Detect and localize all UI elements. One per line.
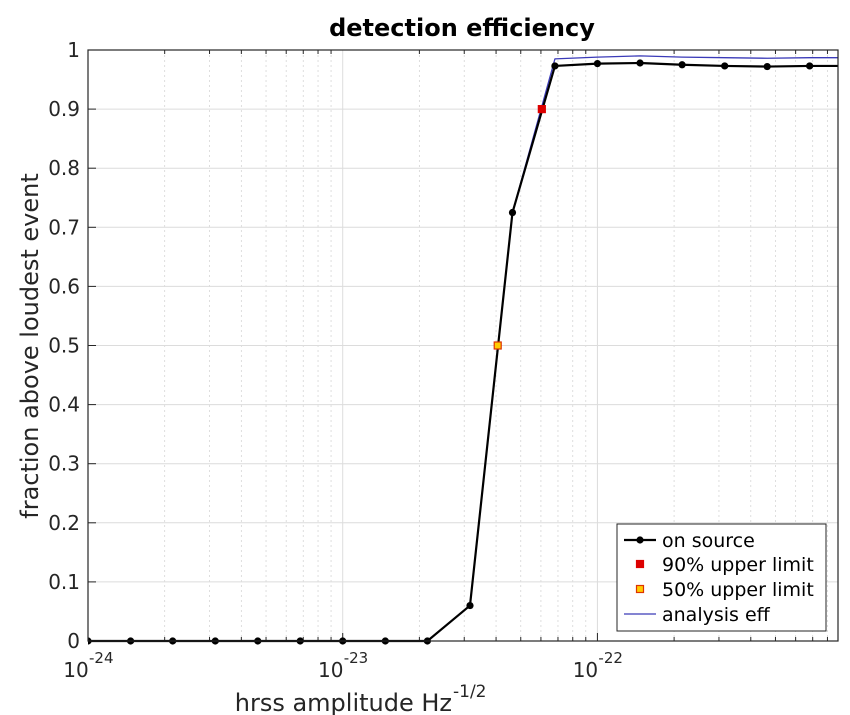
y-tick-label: 0.7 bbox=[48, 215, 80, 239]
legend-label: 50% upper limit bbox=[662, 579, 814, 601]
y-tick-label: 0 bbox=[67, 629, 80, 653]
on-source-point bbox=[636, 59, 644, 67]
50-upper-limit-marker bbox=[493, 341, 502, 350]
series-markers bbox=[88, 59, 814, 645]
on-source-point bbox=[763, 62, 771, 71]
chart-title: detection efficiency bbox=[329, 14, 595, 42]
legend-marker-on-source bbox=[636, 536, 644, 544]
on-source-point bbox=[466, 601, 474, 610]
90-upper-limit-marker bbox=[537, 104, 546, 114]
y-tick-label: 1 bbox=[67, 38, 80, 62]
legend-box bbox=[616, 523, 827, 632]
x-tick-label: 10 bbox=[318, 658, 343, 682]
y-tick-label: 0.6 bbox=[48, 274, 80, 298]
x-tick-exponent: -23 bbox=[344, 649, 369, 667]
x-tick-exponent: -24 bbox=[89, 649, 114, 667]
x-axis-label-exponent: -1/2 bbox=[453, 682, 487, 702]
x-tick-label: 10 bbox=[573, 658, 598, 682]
on-source-point bbox=[678, 61, 686, 69]
legend-label: analysis eff bbox=[662, 604, 771, 626]
legend-label: 90% upper limit bbox=[662, 554, 814, 576]
on-source-point bbox=[508, 208, 517, 217]
plot-frame bbox=[87, 49, 839, 642]
y-tick-labels: 0 0.1 0.2 0.3 0.4 0.5 0.6 0.7 0.8 0.9 1 bbox=[48, 38, 80, 653]
y-tick-label: 0.9 bbox=[48, 97, 80, 121]
x-tick-exponent: -22 bbox=[598, 649, 623, 667]
x-tick-label: 10 bbox=[63, 658, 88, 682]
on-source-point bbox=[551, 62, 559, 70]
y-tick-label: 0.4 bbox=[48, 393, 80, 417]
legend-marker bbox=[635, 584, 645, 594]
y-axis-label: fraction above loudest event bbox=[16, 173, 44, 519]
y-tick-label: 0.8 bbox=[48, 156, 80, 180]
y-tick-label: 0.2 bbox=[48, 511, 80, 535]
on-source-point bbox=[593, 59, 602, 68]
on-source-point bbox=[806, 62, 814, 70]
y-tick-label: 0.5 bbox=[48, 334, 80, 358]
y-tick-label: 0.3 bbox=[48, 452, 80, 476]
on-source-point bbox=[721, 62, 729, 70]
legend-marker bbox=[635, 559, 645, 569]
x-tick-labels: 10 -24 10 -23 10 -22 bbox=[63, 649, 623, 682]
x-axis-label-main: hrss amplitude Hz bbox=[235, 689, 452, 715]
legend-label: on source bbox=[662, 530, 755, 552]
y-tick-label: 0.1 bbox=[48, 570, 80, 594]
x-axis-label: hrss amplitude Hz bbox=[235, 689, 452, 715]
